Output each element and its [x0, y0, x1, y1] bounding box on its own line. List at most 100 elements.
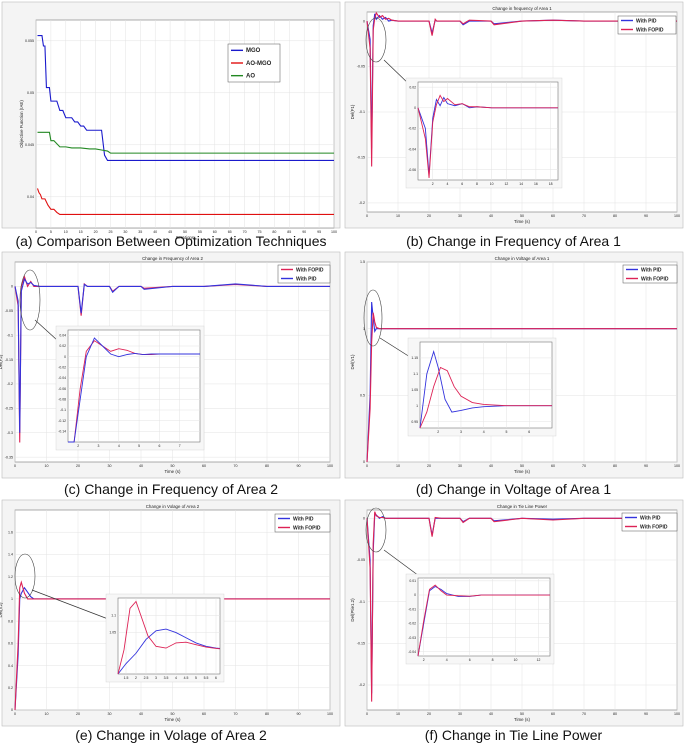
chart-0-x-tick-20: 100 — [331, 230, 337, 234]
chart-2-inset-y-tick-7: -0.1 — [60, 408, 66, 412]
chart-5-inset-series-1 — [417, 584, 550, 657]
chart-5-x-tick-4: 40 — [489, 712, 493, 716]
caption-c: (c) Change in Frequency of Area 2 — [63, 481, 278, 497]
chart-5-inset-y-tick-4: -0.03 — [408, 636, 416, 640]
chart-5-inset-y-tick-1: 0 — [414, 593, 416, 597]
chart-5-x-tick-9: 90 — [644, 712, 648, 716]
chart-4-x-tick-5: 50 — [171, 712, 175, 716]
chart-2-inset-x-tick-3: 5 — [138, 444, 140, 448]
chart-0-x-tick-15: 75 — [258, 230, 262, 234]
chart-5-y-tick-4: -0.2 — [359, 683, 365, 687]
chart-2-inset-y-tick-5: -0.06 — [58, 387, 66, 391]
chart-0-x-tick-7: 35 — [138, 230, 142, 234]
chart-5-x-tick-7: 70 — [582, 712, 586, 716]
chart-5-ylabel: Del(Ptie1.2) — [350, 598, 355, 622]
chart-4-x-tick-0: 0 — [14, 712, 16, 716]
chart-1-inset-y-tick-3: -0.04 — [408, 147, 416, 151]
chart-2-legend-label-1: With PID — [296, 276, 317, 282]
chart-1-series-1 — [366, 11, 677, 167]
chart-3-inset-y-tick-1: 1.1 — [413, 372, 418, 376]
chart-5-y-tick-0: 0 — [363, 517, 365, 521]
chart-0-xlabel: Iterations — [176, 235, 195, 240]
chart-3-y-tick-2: 1 — [363, 327, 365, 331]
chart-3-x-tick-10: 100 — [674, 464, 680, 468]
chart-1-title: Change in frequency of Area 1 — [492, 6, 552, 11]
chart-2-y-tick-4: -0.2 — [7, 382, 13, 386]
chart-4-series-1 — [14, 580, 330, 711]
chart-3-x-tick-2: 20 — [427, 464, 431, 468]
chart-4-zoom-arrow — [31, 589, 117, 623]
chart-1-y-tick-1: -0.05 — [357, 65, 365, 69]
chart-2-xlabel: Time (s) — [165, 469, 181, 474]
chart-1-y-tick-4: -0.2 — [359, 201, 365, 205]
chart-1-inset-x-tick-5: 12 — [505, 182, 509, 186]
chart-4-y-tick-2: 0.4 — [8, 664, 13, 668]
chart-5-legend-label-0: With PID — [640, 515, 661, 521]
chart-5-x-tick-6: 60 — [551, 712, 555, 716]
chart-3-x-tick-8: 80 — [613, 464, 617, 468]
chart-1-legend-label-0: With PID — [636, 18, 657, 24]
chart-3-inset-x-tick-2: 4 — [483, 430, 485, 434]
chart-2-inset-x-tick-1: 3 — [98, 444, 100, 448]
chart-5-xlabel: Time (s) — [514, 717, 530, 722]
chart-2-x-tick-7: 70 — [234, 464, 238, 468]
chart-2-y-tick-7: -0.35 — [5, 455, 13, 459]
chart-0-x-tick-6: 30 — [123, 230, 127, 234]
caption-a: (a) Comparison Between Optimization Tech… — [15, 233, 327, 249]
caption-f: (f) Change in Tie Line Power — [424, 727, 603, 743]
chart-4-inset-x-tick-2: 2.5 — [144, 676, 149, 680]
chart-1-x-tick-8: 80 — [613, 214, 617, 218]
chart-1-inset-x-tick-0: 2 — [432, 182, 434, 186]
chart-3-x-tick-5: 50 — [520, 464, 524, 468]
chart-2-x-tick-3: 30 — [108, 464, 112, 468]
chart-2-inset-x-tick-0: 2 — [77, 444, 79, 448]
chart-4-legend-label-1: With FOPID — [293, 525, 321, 531]
chart-2-y-tick-1: -0.05 — [5, 309, 13, 313]
chart-1-inset-x-tick-7: 16 — [534, 182, 538, 186]
chart-0-series-1 — [36, 188, 334, 216]
chart-3-zoom-oval — [363, 289, 383, 347]
chart-4-x-tick-7: 70 — [234, 712, 238, 716]
chart-1-x-tick-0: 0 — [366, 214, 368, 218]
chart-1-legend-label-1: With FOPID — [636, 27, 664, 33]
chart-4-inset-x-tick-8: 5.5 — [204, 676, 209, 680]
chart-3-y-tick-0: 0 — [363, 460, 365, 464]
chart-1-y-tick-0: 0 — [363, 19, 365, 23]
caption-d: (d) Change in Voltage of Area 1 — [415, 481, 612, 497]
chart-3-inset-y-tick-0: 1.15 — [411, 356, 418, 360]
chart-0-series-2 — [37, 131, 334, 154]
chart-0-series-0 — [37, 35, 334, 161]
chart-1-ylabel: Del(F1) — [350, 104, 355, 119]
chart-0-x-tick-12: 60 — [213, 230, 217, 234]
chart-3-inset-x-tick-3: 5 — [506, 430, 508, 434]
chart-1-x-tick-5: 50 — [520, 214, 524, 218]
chart-1-y-tick-3: -0.15 — [357, 156, 365, 160]
chart-5-inset-y-tick-5: -0.04 — [408, 650, 416, 654]
chart-4-x-tick-4: 40 — [139, 712, 143, 716]
chart-0-x-tick-17: 85 — [287, 230, 291, 234]
chart-4-x-tick-3: 30 — [108, 712, 112, 716]
chart-2-inset-y-tick-4: -0.04 — [58, 376, 66, 380]
chart-0-x-tick-14: 70 — [243, 230, 247, 234]
chart-1-x-tick-6: 60 — [551, 214, 555, 218]
chart-1-x-tick-1: 10 — [396, 214, 400, 218]
chart-3-x-tick-6: 60 — [551, 464, 555, 468]
chart-2-x-tick-10: 100 — [327, 464, 333, 468]
chart-3-x-tick-0: 0 — [366, 464, 368, 468]
chart-5-inset-y-tick-2: -0.01 — [408, 607, 416, 611]
caption-e: (e) Change in Volage of Area 2 — [75, 727, 267, 743]
chart-1-inset-plot-area — [417, 81, 559, 181]
chart-1-inset-y-tick-0: 0.02 — [409, 85, 416, 89]
chart-2-x-tick-4: 40 — [139, 464, 143, 468]
chart-4-inset-series-0 — [117, 628, 221, 675]
chart-5-legend-label-1: With FOPID — [640, 524, 668, 530]
chart-2-legend-label-0: With FOPID — [296, 267, 324, 273]
chart-4-y-tick-7: 1.4 — [8, 553, 13, 557]
chart-4-ylabel: Del(V2) — [0, 602, 3, 617]
chart-1-y-tick-2: -0.1 — [359, 110, 365, 114]
chart-4-xlabel: Time (s) — [165, 717, 181, 722]
chart-4-inset-y-tick-0: 1.1 — [111, 613, 116, 617]
chart-2-x-tick-1: 10 — [45, 464, 49, 468]
chart-2-inset-y-tick-9: -0.14 — [58, 430, 66, 434]
chart-2-title: Change in Frequency of Area 2 — [142, 256, 203, 261]
